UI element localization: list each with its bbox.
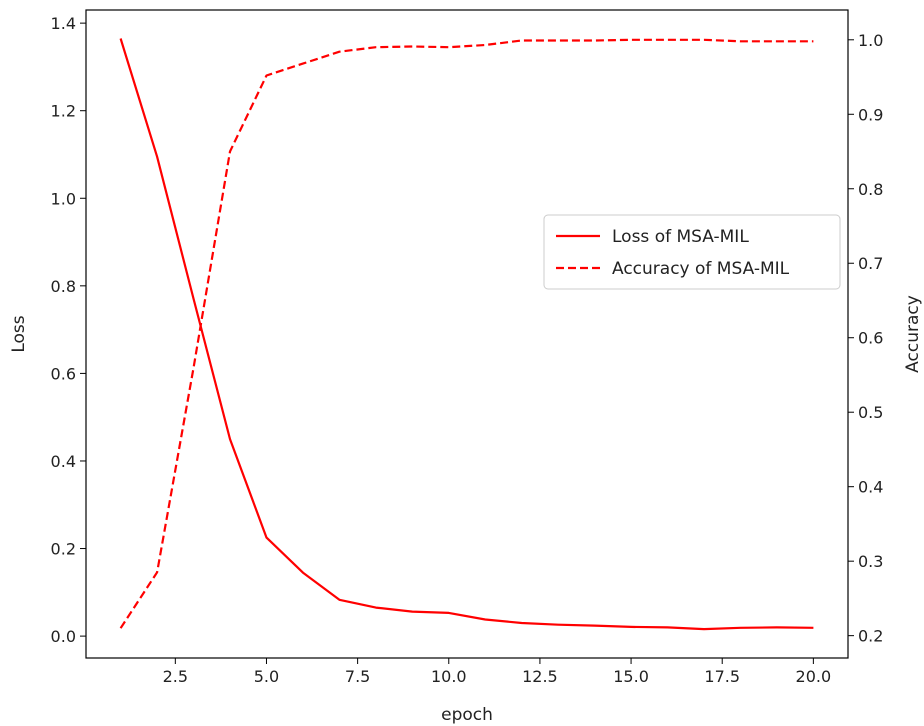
y-right-tick-label: 0.6 [858, 329, 883, 348]
x-tick-label: 5.0 [254, 667, 279, 686]
plot-marks [119, 38, 814, 631]
legend-box [543, 214, 841, 290]
y-left-tick-label: 1.0 [51, 189, 76, 208]
y-right-axis-title: Accuracy [903, 295, 923, 373]
y-left-axis-title: Loss [9, 315, 29, 352]
y-left-tick-label: 1.4 [51, 14, 76, 33]
legend-label: Accuracy of MSA-MIL [612, 259, 790, 279]
y-right-tick-label: 0.9 [858, 105, 883, 124]
y-right-tick-label: 0.3 [858, 552, 883, 571]
x-tick-label: 15.0 [613, 667, 649, 686]
y-left-tick-label: 0.8 [51, 277, 76, 296]
y-left-tick-label: 1.2 [51, 102, 76, 121]
y-right-tick-label: 0.2 [858, 627, 883, 646]
x-tick-label: 12.5 [522, 667, 558, 686]
axes: 2.5 5.0 7.5 10.0 12.5 15.0 17.5 20.0 0.0 0.2 0.4 0.… [9, 9, 923, 725]
y-left-tick-label: 0.6 [51, 364, 76, 383]
y-right-tick-label: 0.7 [858, 254, 883, 273]
x-tick-label: 17.5 [704, 667, 740, 686]
series-line-loss [119, 38, 814, 631]
y-right-tick-label: 1.0 [858, 31, 883, 50]
legend-label: Loss of MSA-MIL [612, 227, 749, 247]
x-tick-label: 2.5 [163, 667, 188, 686]
legend: Loss of MSA-MIL Accuracy of MSA-MIL [543, 214, 841, 290]
y-left-tick-label: 0.2 [51, 540, 76, 559]
series-line-accuracy [119, 38, 814, 629]
y-left-tick-label: 0.4 [51, 452, 76, 471]
y-right-tick-label: 0.4 [858, 478, 883, 497]
plot-frame [85, 9, 849, 659]
y-right-tick-label: 0.8 [858, 180, 883, 199]
x-tick-label: 10.0 [431, 667, 467, 686]
y-left-tick-label: 0.0 [51, 627, 76, 646]
y-right-tick-label: 0.5 [858, 403, 883, 422]
x-axis-title: epoch [441, 705, 493, 725]
x-tick-label: 20.0 [796, 667, 832, 686]
x-tick-label: 7.5 [345, 667, 370, 686]
